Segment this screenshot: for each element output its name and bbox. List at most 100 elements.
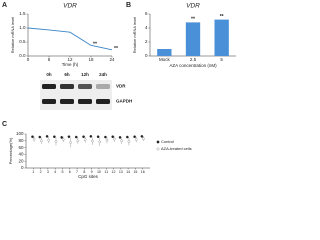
x-tick-label: 8	[83, 170, 85, 174]
blot-band	[42, 84, 56, 89]
x-tick-label: 12	[112, 170, 116, 174]
x-tick-label: 6	[69, 170, 71, 174]
y-tick-label: 0.5	[19, 39, 26, 44]
y-tick-label: 6	[145, 11, 148, 16]
y-axis-label: Relative mRNA level	[132, 17, 137, 54]
lane-label: 0h	[46, 72, 52, 77]
legend-label: AZA-treated cells	[161, 146, 192, 151]
point	[118, 136, 122, 139]
y-tick-label: 1.0	[19, 25, 26, 30]
x-tick-label: Mock	[159, 57, 171, 62]
x-tick-label: 6	[48, 57, 51, 62]
point	[47, 138, 50, 142]
y-tick-label: 80	[18, 138, 24, 143]
point	[82, 135, 85, 139]
point	[38, 135, 42, 139]
x-tick-label: 14	[126, 170, 130, 174]
bar	[214, 19, 229, 57]
point	[31, 135, 34, 139]
lane-label: 6h	[64, 72, 70, 77]
panel-label: B	[126, 2, 131, 9]
point	[45, 135, 49, 138]
chart-title: VDR	[63, 3, 77, 10]
lane-label: 24h	[99, 72, 107, 77]
y-tick-label: 4	[145, 25, 148, 30]
point	[40, 139, 43, 143]
point	[67, 135, 71, 139]
point	[140, 135, 144, 138]
point	[142, 137, 145, 141]
annotation: **	[220, 14, 224, 20]
x-tick-label: 0	[27, 57, 30, 62]
point	[76, 139, 80, 143]
y-tick-label: 0.0	[19, 53, 26, 58]
point	[83, 138, 87, 142]
panel-label: A	[2, 2, 7, 9]
point	[53, 135, 56, 139]
x-tick-label: 9	[91, 170, 93, 174]
x-tick-label: 24	[109, 57, 115, 62]
x-tick-label: 5	[61, 170, 63, 174]
x-tick-label: 13	[119, 170, 123, 174]
x-tick-label: 5	[220, 57, 223, 62]
bar	[185, 22, 201, 56]
point	[105, 138, 109, 142]
panel-label: C	[2, 121, 7, 128]
legend-label: Control	[161, 139, 174, 144]
point	[113, 137, 116, 141]
annotation: **	[93, 42, 97, 48]
point	[104, 135, 107, 139]
point	[91, 139, 94, 143]
y-tick-label: 20	[18, 158, 24, 163]
x-tick-label: 12	[67, 57, 73, 62]
point	[134, 138, 138, 141]
blot-band	[60, 99, 74, 104]
point	[120, 139, 123, 143]
x-axis-label: AZA concentration (nM)	[169, 63, 217, 68]
point	[127, 140, 131, 143]
point	[60, 136, 63, 139]
x-tick-label: 10	[97, 170, 101, 174]
x-tick-label: 15	[133, 170, 137, 174]
point	[89, 135, 93, 138]
point	[98, 140, 102, 144]
blot-band	[60, 84, 74, 89]
band-label: VDR	[116, 84, 126, 89]
y-tick-label: 60	[18, 145, 24, 150]
blot-band	[78, 99, 92, 104]
blot-band	[42, 99, 56, 104]
x-tick-label: 2.5	[190, 57, 197, 62]
x-tick-label: 4	[54, 170, 56, 174]
point	[54, 140, 58, 143]
legend-marker	[156, 140, 160, 144]
x-tick-label: 16	[141, 170, 145, 174]
blot-band	[96, 84, 110, 89]
y-tick-label: 100	[16, 131, 24, 136]
x-tick-label: 18	[88, 57, 94, 62]
y-tick-label: 2	[145, 39, 148, 44]
x-tick-label: 2	[40, 170, 42, 174]
point	[126, 135, 129, 139]
data-line	[27, 27, 113, 51]
y-axis-label: Percentage(%)	[8, 137, 13, 164]
x-axis-label: Time (h)	[62, 62, 79, 67]
annotation: **	[191, 17, 195, 23]
x-tick-label: 1	[32, 170, 34, 174]
y-tick-label: 0	[145, 53, 148, 58]
chart-title: VDR	[186, 3, 200, 10]
lane-label: 12h	[81, 72, 89, 77]
blot-band	[78, 84, 92, 89]
point	[96, 135, 100, 139]
y-tick-label: 1.5	[19, 11, 26, 16]
x-tick-label: 11	[104, 170, 108, 174]
point	[74, 135, 78, 139]
band-label: GAPDH	[116, 99, 132, 104]
y-tick-label: 40	[18, 152, 24, 157]
x-axis-label: CpG sites	[78, 174, 99, 179]
point	[32, 137, 36, 141]
point	[133, 135, 136, 139]
legend-marker	[156, 147, 160, 151]
point	[61, 138, 65, 141]
x-tick-label: 3	[47, 170, 49, 174]
